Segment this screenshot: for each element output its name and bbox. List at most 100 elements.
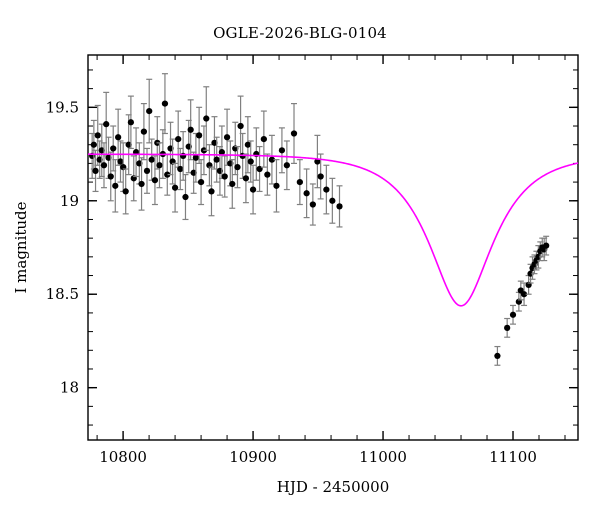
data-point	[314, 134, 321, 189]
data-marker	[249, 186, 257, 193]
x-axis-title: HJD - 2450000	[277, 478, 390, 496]
data-marker	[317, 173, 324, 180]
data-marker	[161, 100, 169, 107]
data-point	[242, 153, 250, 204]
data-marker	[213, 156, 220, 163]
data-point	[156, 142, 163, 189]
data-marker	[218, 149, 225, 156]
model-curve	[88, 153, 579, 307]
data-marker	[107, 173, 114, 180]
data-point	[253, 127, 260, 181]
y-tick-label: 19.5	[46, 98, 79, 116]
data-point	[171, 162, 179, 213]
data-marker	[242, 175, 250, 182]
data-marker	[504, 324, 511, 331]
data-point	[543, 235, 550, 256]
data-marker	[221, 173, 228, 180]
data-marker	[180, 152, 187, 160]
y-tick-label: 18	[60, 379, 79, 397]
data-point	[296, 159, 303, 206]
data-marker	[90, 141, 97, 148]
data-marker	[290, 130, 298, 137]
data-point	[509, 304, 517, 325]
data-marker	[247, 158, 254, 165]
data-point	[247, 140, 254, 183]
data-point	[169, 138, 176, 185]
data-point	[329, 177, 336, 224]
data-marker	[98, 147, 105, 154]
x-tick-label: 11100	[489, 448, 537, 466]
data-point	[229, 159, 236, 209]
x-tick-label: 11000	[359, 448, 407, 466]
data-marker	[156, 162, 163, 169]
data-marker	[103, 121, 110, 128]
data-point	[146, 78, 153, 144]
data-point	[117, 140, 124, 183]
data-point	[143, 147, 151, 194]
data-marker	[309, 201, 316, 208]
data-marker	[92, 167, 99, 174]
x-tick-label: 10800	[99, 448, 147, 466]
data-marker	[136, 160, 143, 167]
data-point	[127, 95, 135, 150]
data-marker	[223, 134, 231, 141]
data-layer	[89, 73, 550, 366]
data-marker	[146, 107, 153, 115]
data-point	[203, 86, 210, 151]
data-marker	[110, 145, 117, 152]
data-marker	[122, 188, 129, 195]
data-point	[494, 345, 501, 366]
data-marker	[203, 115, 210, 122]
data-marker	[211, 139, 218, 146]
data-point	[336, 185, 343, 228]
data-point	[213, 136, 220, 183]
data-point	[234, 145, 241, 189]
axis-labels-layer: 10800 10900 11000 11100 18 18.5 19 19.5 HJD - 24…	[12, 98, 537, 496]
data-marker	[105, 154, 112, 161]
chart-title: OGLE-2026-BLG-0104	[213, 24, 387, 42]
data-marker	[494, 352, 501, 360]
data-point	[103, 91, 110, 157]
data-marker	[112, 182, 119, 189]
data-marker	[314, 158, 321, 165]
data-point	[182, 174, 189, 221]
y-tick-label: 19	[60, 192, 79, 210]
data-marker	[190, 169, 197, 176]
data-point	[161, 73, 169, 135]
data-marker	[329, 197, 336, 204]
data-point	[208, 166, 215, 217]
model-line	[88, 153, 579, 307]
data-marker	[125, 141, 132, 148]
data-marker	[229, 180, 236, 188]
data-marker	[244, 141, 251, 148]
data-point	[187, 99, 194, 161]
data-point	[140, 102, 148, 161]
data-point	[268, 134, 276, 185]
data-point	[110, 125, 117, 172]
data-marker	[237, 122, 244, 130]
data-marker	[127, 119, 135, 126]
data-point	[520, 282, 528, 307]
data-point	[98, 123, 105, 178]
data-point	[317, 153, 324, 200]
data-marker	[283, 162, 290, 169]
data-point	[303, 168, 310, 219]
data-point	[323, 164, 330, 215]
data-marker	[303, 190, 310, 197]
data-point	[90, 119, 97, 170]
data-marker	[509, 311, 517, 318]
data-point	[148, 138, 155, 181]
data-marker	[140, 128, 148, 135]
data-marker	[148, 156, 155, 163]
data-point	[138, 157, 145, 211]
data-marker	[196, 132, 203, 139]
data-point	[273, 159, 280, 213]
data-point	[122, 168, 129, 215]
data-marker	[273, 182, 280, 189]
data-marker	[171, 184, 179, 191]
data-marker	[260, 135, 267, 143]
data-marker	[520, 291, 528, 298]
data-marker	[151, 177, 159, 184]
data-marker	[117, 158, 124, 165]
